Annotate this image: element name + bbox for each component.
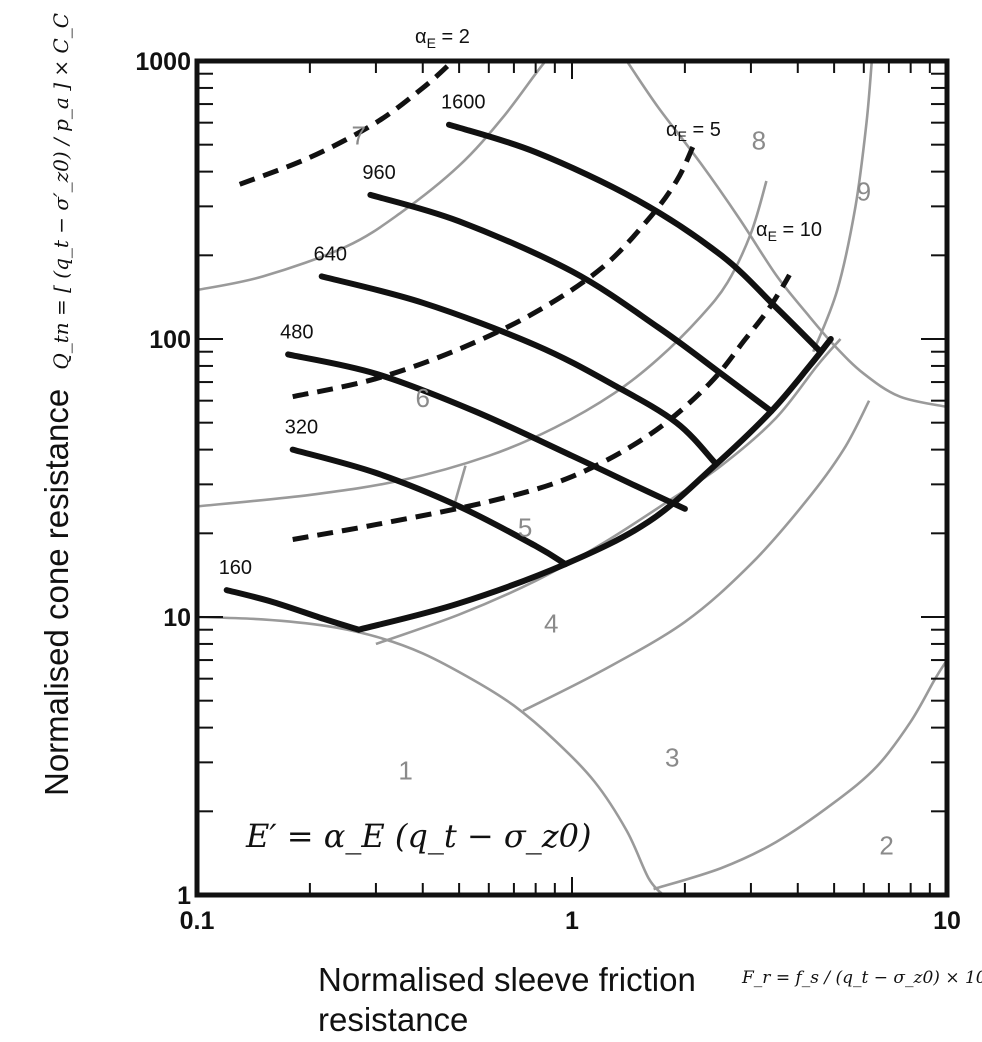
x-axis-title: Normalised sleeve friction resistance	[318, 961, 696, 1038]
x-tick-label: 0.1	[180, 907, 215, 935]
zone-label-4: 4	[544, 608, 558, 638]
y-tick-label: 1000	[135, 48, 191, 76]
zone-boundary-b5	[197, 180, 768, 508]
zone-label-9: 9	[857, 176, 871, 206]
stiffness-curves	[223, 121, 834, 633]
stiffness-curve-160	[223, 587, 362, 633]
curve-label-320: 320	[285, 417, 318, 439]
y-tick-label: 1	[177, 882, 191, 910]
zone-boundary-b3	[522, 400, 871, 712]
stiffness-curve-960	[367, 191, 775, 415]
alpha-e-2-label: αE = 2	[415, 26, 470, 51]
equation-label: E′ = α_E (q_t − σ_z0)	[245, 817, 591, 855]
y-axis-label: Normalised cone resistance Q_tn = [ (q_t…	[38, 0, 78, 796]
stiffness-curve-1600	[446, 121, 824, 355]
curve-label-480: 480	[280, 321, 313, 343]
zone-label-6: 6	[416, 383, 430, 413]
stiffness-curve-320	[289, 446, 569, 568]
y-axis-title: Normalised cone resistance	[38, 388, 75, 796]
alpha-e-curve-1	[238, 62, 451, 187]
curve-label-960: 960	[362, 162, 395, 184]
zone-boundary-b7	[625, 61, 947, 409]
lower-envelope-curve	[355, 336, 834, 633]
stiffness-curve-480	[285, 351, 688, 512]
curve-label-1600: 1600	[441, 92, 486, 114]
alpha-e-curve-3	[292, 273, 792, 542]
zone-boundaries	[197, 61, 947, 895]
zone-boundary-b6	[197, 61, 547, 292]
curve-labels: 160 320 480 640 960 1600	[219, 92, 486, 579]
x-axis-label: Normalised sleeve friction resistance	[318, 960, 738, 1040]
y-axis-formula: Q_tn = [ (q_t − σ′_z0) / p_a ] × C_C	[49, 12, 73, 370]
y-tick-label: 10	[163, 604, 191, 632]
curve-label-640: 640	[314, 243, 347, 265]
x-tick-label: 1	[565, 907, 579, 935]
zone-label-5: 5	[518, 512, 532, 542]
zone-label-2: 2	[879, 830, 893, 860]
zone-boundary-b1	[197, 615, 665, 895]
zone-label-1: 1	[398, 756, 412, 786]
x-tick-label: 10	[933, 907, 961, 935]
zone-label-7: 7	[352, 121, 366, 151]
zone-boundary-b2	[653, 659, 947, 891]
x-axis-formula: F_r = f_s / (q_t − σ_z0) × 100	[742, 968, 982, 988]
zone-label-8: 8	[752, 126, 766, 156]
axis-ticks	[196, 61, 947, 896]
zone-labels: 1 2 3 4 5 6 7 8 9	[352, 121, 894, 861]
y-tick-label: 100	[149, 326, 191, 354]
alpha-e-5-label: αE = 5	[666, 119, 721, 144]
stiffness-curve-640	[318, 273, 718, 466]
zone-label-3: 3	[665, 742, 679, 772]
alpha-e-curve-2	[292, 146, 696, 400]
zone-boundary-b8	[812, 61, 874, 353]
zone-boundary-b4	[375, 338, 842, 646]
alpha-e-10-label: αE = 10	[756, 219, 822, 244]
curve-label-160: 160	[219, 557, 252, 579]
